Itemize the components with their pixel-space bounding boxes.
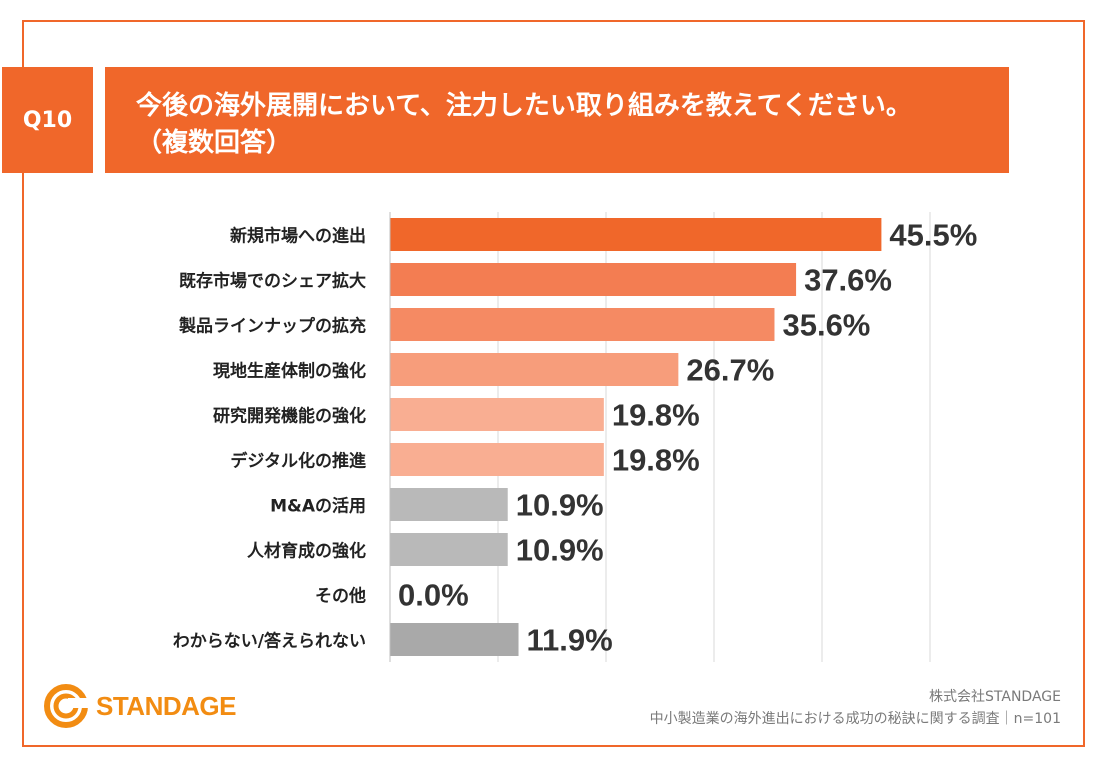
category-label: 現地生産体制の強化 <box>213 361 366 382</box>
bar <box>390 218 882 251</box>
category-label: 人材育成の強化 <box>247 541 366 562</box>
category-label: デジタル化の推進 <box>230 451 366 472</box>
category-label: 既存市場でのシェア拡大 <box>179 271 366 292</box>
category-label: M&Aの活用 <box>270 496 366 517</box>
question-title-line2: （複数回答） <box>136 128 293 158</box>
question-number: Q10 <box>2 67 93 173</box>
company-name: 株式会社STANDAGE <box>929 689 1061 705</box>
value-label: 37.6% <box>804 263 892 298</box>
value-label: 45.5% <box>889 218 977 253</box>
bar <box>390 308 775 341</box>
value-label: 35.6% <box>782 308 870 343</box>
category-label: 新規市場への進出 <box>230 226 366 247</box>
bar <box>390 623 519 656</box>
value-label: 10.9% <box>516 533 604 568</box>
category-label: わからない/答えられない <box>173 631 366 652</box>
credit: 株式会社STANDAGE 中小製造業の海外進出における成功の秘訣に関する調査｜n… <box>650 686 1061 730</box>
outer-frame <box>22 20 1085 747</box>
value-label: 26.7% <box>686 353 774 388</box>
value-label: 11.9% <box>527 623 613 658</box>
question-title-line1: 今後の海外展開において、注力したい取り組みを教えてください。 <box>136 91 912 121</box>
bar <box>390 488 508 521</box>
bar <box>390 398 604 431</box>
category-label: 研究開発機能の強化 <box>213 406 366 427</box>
value-label: 19.8% <box>612 443 700 478</box>
category-label: 製品ラインナップの拡充 <box>178 316 366 337</box>
bar <box>390 443 604 476</box>
category-label: その他 <box>315 586 366 607</box>
standage-logo: STANDAGE <box>44 684 236 728</box>
standage-logo-icon <box>44 684 88 728</box>
value-label: 0.0% <box>398 578 469 613</box>
survey-info: 中小製造業の海外進出における成功の秘訣に関する調査｜n=101 <box>649 711 1061 727</box>
value-label: 19.8% <box>612 398 700 433</box>
bar <box>390 353 679 386</box>
bar <box>390 533 508 566</box>
value-label: 10.9% <box>516 488 604 523</box>
bar <box>390 263 797 296</box>
question-title: 今後の海外展開において、注力したい取り組みを教えてください。 （複数回答） <box>105 67 1009 173</box>
logo-text: STANDAGE <box>96 690 236 721</box>
